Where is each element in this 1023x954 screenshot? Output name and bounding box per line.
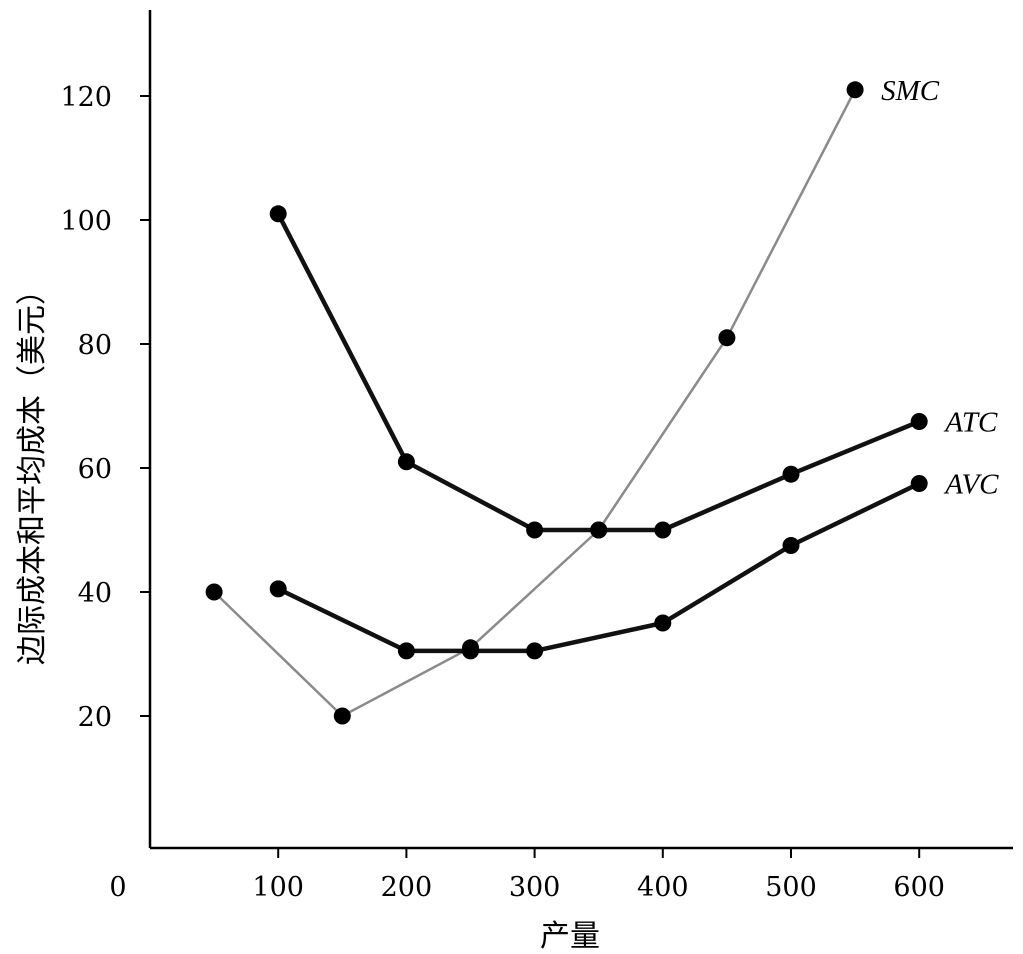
point-smc-4 bbox=[718, 329, 736, 347]
origin-label: 0 bbox=[109, 872, 126, 903]
series-atc: ATC bbox=[269, 205, 998, 539]
point-avc-0 bbox=[269, 580, 287, 598]
x-tick-label-500: 500 bbox=[765, 872, 817, 903]
series-layer: SMC ATC AVC bbox=[205, 75, 999, 725]
point-smc-0 bbox=[205, 583, 223, 601]
x-tick-label-100: 100 bbox=[252, 872, 304, 903]
point-avc-4 bbox=[654, 614, 672, 632]
point-atc-3 bbox=[590, 521, 608, 539]
x-tick-label-400: 400 bbox=[637, 872, 689, 903]
y-axis-title: 边际成本和平均成本（美元） bbox=[15, 275, 50, 665]
point-atc-2 bbox=[526, 521, 544, 539]
series-smc: SMC bbox=[205, 75, 940, 725]
series-line-smc bbox=[213, 89, 857, 718]
y-tick-label-100: 100 bbox=[60, 206, 112, 237]
series-label-atc: ATC bbox=[943, 407, 998, 439]
point-atc-1 bbox=[397, 453, 415, 471]
y-tick-label-20: 20 bbox=[78, 702, 112, 733]
series-label-avc: AVC bbox=[943, 469, 999, 501]
series-line-atc bbox=[276, 212, 921, 533]
point-atc-0 bbox=[269, 205, 287, 223]
y-tick-label-40: 40 bbox=[78, 578, 112, 609]
point-avc-5 bbox=[782, 537, 800, 554]
axes bbox=[148, 10, 1013, 850]
point-atc-5 bbox=[782, 465, 800, 483]
series-label-smc: SMC bbox=[881, 75, 940, 107]
point-avc-1 bbox=[397, 642, 415, 660]
y-tick-label-60: 60 bbox=[78, 454, 112, 485]
point-atc-4 bbox=[654, 521, 672, 539]
y-tick-label-80: 80 bbox=[78, 330, 112, 361]
x-tick-label-600: 600 bbox=[893, 872, 945, 903]
ticks: 100 200 300 400 500 600 20 40 60 80 100 120 bbox=[60, 82, 945, 903]
point-avc-3 bbox=[526, 642, 544, 660]
point-avc-2 bbox=[462, 642, 479, 660]
x-tick-label-300: 300 bbox=[509, 872, 561, 903]
point-atc-6 bbox=[910, 413, 928, 430]
x-tick-label-200: 200 bbox=[381, 872, 433, 903]
series-avc: AVC bbox=[269, 469, 999, 660]
series-line-avc bbox=[277, 481, 921, 654]
x-axis-title: 产量 bbox=[540, 919, 600, 954]
y-tick-label-120: 120 bbox=[60, 82, 112, 113]
point-smc-1 bbox=[333, 707, 351, 725]
point-smc-5 bbox=[846, 81, 864, 99]
point-avc-6 bbox=[910, 475, 928, 492]
